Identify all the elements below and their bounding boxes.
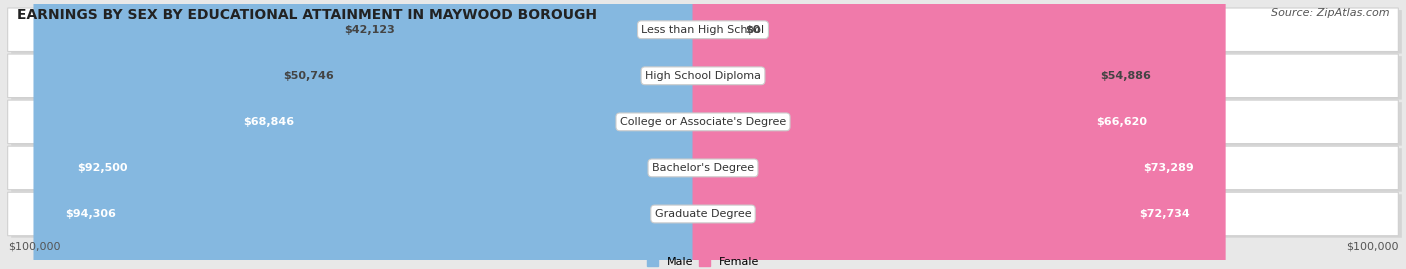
- FancyBboxPatch shape: [11, 10, 1402, 54]
- Text: Bachelor's Degree: Bachelor's Degree: [652, 163, 754, 173]
- FancyBboxPatch shape: [693, 0, 1180, 269]
- FancyBboxPatch shape: [46, 0, 713, 269]
- Text: Less than High School: Less than High School: [641, 25, 765, 35]
- FancyBboxPatch shape: [700, 0, 731, 269]
- Text: $92,500: $92,500: [77, 163, 128, 173]
- FancyBboxPatch shape: [7, 8, 1399, 51]
- FancyBboxPatch shape: [34, 0, 713, 269]
- FancyBboxPatch shape: [211, 0, 713, 269]
- Text: $100,000: $100,000: [7, 242, 60, 252]
- Text: $54,886: $54,886: [1101, 71, 1152, 81]
- Text: $0: $0: [745, 25, 761, 35]
- Text: High School Diploma: High School Diploma: [645, 71, 761, 81]
- Text: $42,123: $42,123: [344, 25, 395, 35]
- Text: $66,620: $66,620: [1097, 117, 1147, 127]
- FancyBboxPatch shape: [398, 0, 713, 269]
- FancyBboxPatch shape: [11, 194, 1402, 238]
- FancyBboxPatch shape: [337, 0, 713, 269]
- FancyBboxPatch shape: [11, 148, 1402, 192]
- FancyBboxPatch shape: [11, 56, 1402, 100]
- Legend: Male, Female: Male, Female: [647, 257, 759, 267]
- Text: College or Associate's Degree: College or Associate's Degree: [620, 117, 786, 127]
- Text: Source: ZipAtlas.com: Source: ZipAtlas.com: [1271, 8, 1389, 18]
- FancyBboxPatch shape: [693, 0, 1097, 269]
- Text: Graduate Degree: Graduate Degree: [655, 209, 751, 219]
- Text: $100,000: $100,000: [1346, 242, 1399, 252]
- Text: $68,846: $68,846: [243, 117, 294, 127]
- FancyBboxPatch shape: [693, 0, 1222, 269]
- FancyBboxPatch shape: [693, 0, 1226, 269]
- Text: $73,289: $73,289: [1143, 163, 1194, 173]
- FancyBboxPatch shape: [7, 192, 1399, 236]
- Text: $94,306: $94,306: [65, 209, 115, 219]
- FancyBboxPatch shape: [7, 100, 1399, 144]
- FancyBboxPatch shape: [11, 102, 1402, 146]
- Text: $72,734: $72,734: [1140, 209, 1191, 219]
- FancyBboxPatch shape: [7, 146, 1399, 190]
- FancyBboxPatch shape: [7, 54, 1399, 98]
- Text: $50,746: $50,746: [284, 71, 335, 81]
- Text: EARNINGS BY SEX BY EDUCATIONAL ATTAINMENT IN MAYWOOD BOROUGH: EARNINGS BY SEX BY EDUCATIONAL ATTAINMEN…: [17, 8, 598, 22]
